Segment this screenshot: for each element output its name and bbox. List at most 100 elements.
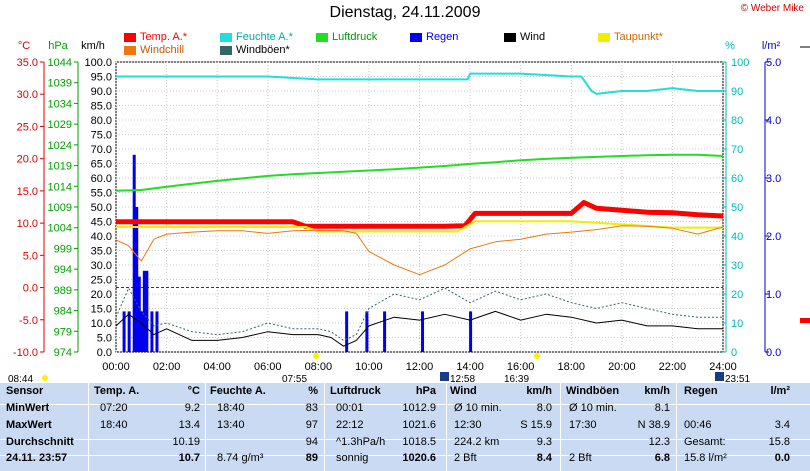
wind-tick-label: 85.0 — [91, 101, 112, 113]
legend-item: Wind — [504, 31, 545, 43]
dewpoint-line — [116, 220, 723, 233]
wind-axis-unit: km/h — [81, 40, 105, 52]
rain-axis-unit: l/m² — [762, 40, 781, 52]
table-column-divider — [88, 383, 89, 471]
legend-swatch — [316, 32, 328, 42]
humidity-tick-label: 70 — [731, 144, 743, 156]
table-cell-note: 18:40 — [217, 402, 245, 414]
wind-tick-label: 50.0 — [91, 202, 112, 214]
table-cell-note: 18:40 — [100, 419, 128, 431]
time-tick-label: 08:00 — [305, 361, 333, 373]
pressure-tick-label: 974 — [54, 347, 72, 359]
table-header: Luftdruck — [330, 385, 381, 397]
table-header-unit: km/h — [644, 385, 670, 397]
time-tick-label: 02:00 — [153, 361, 181, 373]
legend-swatch — [124, 32, 136, 42]
legend-label: Temp. A.* — [140, 31, 188, 43]
table-cell-value: 6.8 — [654, 452, 670, 464]
time-tick-label: 24:00 — [709, 361, 737, 373]
table-column-divider — [205, 383, 206, 471]
table-header: Windböen — [566, 385, 620, 397]
table-cell-note: 17:30 — [569, 419, 597, 431]
table-cell-value: 1012.9 — [402, 402, 436, 414]
table-row-divider — [0, 439, 810, 440]
table-cell-value: 83 — [305, 402, 318, 414]
time-tick-label: 14:00 — [456, 361, 484, 373]
noon-marker — [440, 372, 449, 381]
dusk-time: 16:39 — [504, 374, 529, 383]
legend-swatch — [410, 32, 422, 42]
rain-bar — [469, 311, 473, 352]
humidity-tick-label: 30 — [731, 260, 743, 272]
table-cell-value: 8.4 — [536, 452, 552, 464]
temp-axis-unit: °C — [18, 40, 30, 52]
humidity-tick-label: 10 — [731, 318, 743, 330]
humidity-tick-label: 20 — [731, 289, 743, 301]
rain-bar — [421, 311, 425, 352]
legend-item: Temp. A.* — [124, 31, 187, 43]
wind-tick-label: 10.0 — [91, 318, 112, 330]
table-cell-note: Ø 10 min. — [569, 402, 617, 414]
table-header: Feuchte A. — [210, 385, 266, 397]
wind-tick-label: 45.0 — [91, 217, 112, 229]
table-cell-note: Ø 10 min. — [454, 402, 502, 414]
rain-tick-label: 5.0 — [766, 57, 781, 69]
pressure-tick-label: 1039 — [48, 78, 72, 90]
table-cell-note: 22:12 — [336, 419, 364, 431]
wind-tick-label: 95.0 — [91, 72, 112, 84]
table-row-divider — [0, 455, 810, 456]
table-cell-value: 13.4 — [178, 419, 200, 431]
wind-tick-label: 70.0 — [91, 144, 112, 156]
table-cell-value: 3.4 — [774, 419, 790, 431]
time-tick-label: 10:00 — [355, 361, 383, 373]
legend-swatch — [124, 45, 136, 55]
stats-table — [0, 383, 810, 471]
table-cell-note: 07:20 — [100, 402, 128, 414]
wind-tick-label: 65.0 — [91, 159, 112, 171]
table-cell-note: 00:01 — [336, 402, 364, 414]
time-tick-label: 06:00 — [254, 361, 282, 373]
sunrise-time: 08:44 — [8, 374, 33, 383]
rain-bar — [127, 311, 131, 352]
table-column-divider — [446, 383, 447, 471]
legend-item: Luftdruck — [316, 31, 377, 43]
pressure-tick-label: 1009 — [48, 202, 72, 214]
wind-tick-label: 80.0 — [91, 115, 112, 127]
table-cell-note: 15.8 l/m² — [684, 452, 727, 464]
legend-item: Windchill — [124, 44, 184, 56]
sunrise-marker — [42, 375, 48, 381]
rain-bar — [150, 311, 154, 352]
time-tick-label: 18:00 — [557, 361, 585, 373]
table-cell-value: 0.0 — [774, 452, 790, 464]
table-cell-value: 9.3 — [536, 436, 552, 448]
rain-bar — [135, 207, 139, 352]
table-cell-value: 12.3 — [648, 436, 670, 448]
legend-label: Luftdruck — [332, 31, 378, 43]
table-column-divider — [560, 383, 561, 471]
temp-tick-label: 25.0 — [17, 121, 38, 133]
temp-tick-label: -5.0 — [19, 315, 38, 327]
pressure-tick-label: 1029 — [48, 119, 72, 131]
table-cell-value: N 38.9 — [637, 419, 670, 431]
dawn-marker — [313, 353, 319, 359]
table-row-label: MaxWert — [6, 419, 52, 431]
table-header: Wind — [450, 385, 477, 397]
table-cell-note: 12:30 — [454, 419, 482, 431]
table-cell-value: 1020.6 — [402, 452, 436, 464]
gust-line — [115, 287, 723, 341]
pressure-tick-label: 979 — [54, 326, 72, 338]
table-cell-value: 15.8 — [768, 436, 790, 448]
rain-tick-label: 1.0 — [766, 289, 781, 301]
rain-tick-label: 0.0 — [766, 347, 781, 359]
wind-tick-label: 60.0 — [91, 173, 112, 185]
table-cell-value: 9.2 — [184, 402, 200, 414]
legend-item: Taupunkt* — [598, 31, 663, 43]
time-tick-label: 00:00 — [102, 361, 130, 373]
table-cell-value: 1018.5 — [402, 436, 436, 448]
wind-tick-label: 15.0 — [91, 304, 112, 316]
rain-tick-label: 4.0 — [766, 115, 781, 127]
pressure-tick-label: 1014 — [48, 181, 72, 193]
legend-swatch — [504, 32, 516, 42]
table-row-label: Durchschnitt — [6, 436, 74, 448]
wind-tick-label: 35.0 — [91, 246, 112, 258]
